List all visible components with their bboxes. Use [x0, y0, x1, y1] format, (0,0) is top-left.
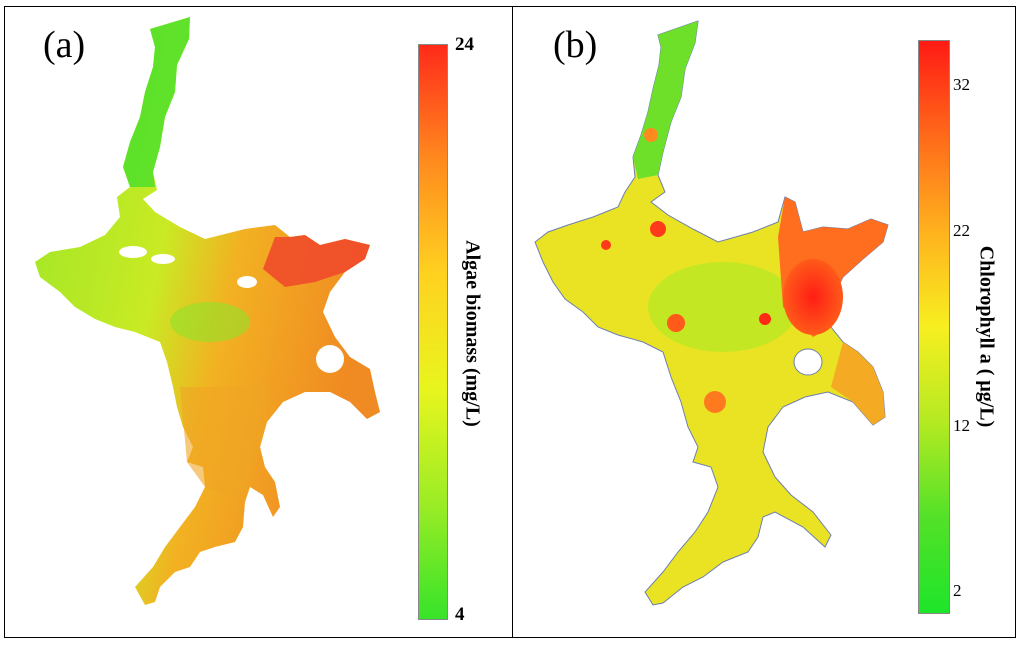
hotspot [667, 314, 685, 332]
lake-map-b [534, 20, 889, 606]
panel-a-label: (a) [43, 24, 86, 66]
island [151, 254, 175, 264]
hotspot [601, 240, 611, 250]
colorbar-a-min-label: 4 [455, 604, 465, 625]
colorbar-b-tick-12: 12 [953, 416, 970, 435]
panel-b-label: (b) [553, 24, 598, 66]
colorbar-b-tick-2: 2 [953, 581, 962, 600]
lake-b-southeast-arm [831, 342, 885, 425]
colorbar-b [918, 40, 950, 614]
panel-a: (a) 24 4 Alga [5, 7, 511, 637]
colorbar-b-title: Chlorophyll a ( μg/L) [975, 245, 998, 428]
panel-divider [512, 6, 513, 638]
colorbar-a [418, 44, 448, 620]
island [793, 348, 823, 376]
lake-a-south [180, 387, 267, 502]
island [119, 246, 147, 258]
colorbar-a-max-label: 24 [455, 34, 474, 55]
colorbar-b-tick-22: 22 [953, 221, 970, 240]
lake-b-hotspot [783, 259, 843, 335]
hotspot [644, 128, 658, 142]
lake-a-east-arm [263, 235, 370, 287]
lake-map-a [35, 17, 380, 605]
panel-b: (b) 32 22 12 2 Chlorophyll a ( μg/L) [513, 7, 1015, 637]
colorbar-b-tick-32: 32 [953, 75, 970, 94]
hotspot [759, 313, 771, 325]
lake-b-central-green [648, 262, 798, 352]
lake-a-central-low [170, 302, 250, 342]
colorbar-a-title: Algae biomass (mg/L) [461, 240, 484, 427]
hotspot [650, 221, 666, 237]
island [316, 345, 344, 373]
island [237, 276, 257, 288]
lake-a-north-arm [123, 17, 190, 187]
figure-frame [4, 6, 1016, 638]
hotspot [704, 391, 726, 413]
lake-b-north-arm [633, 21, 698, 179]
